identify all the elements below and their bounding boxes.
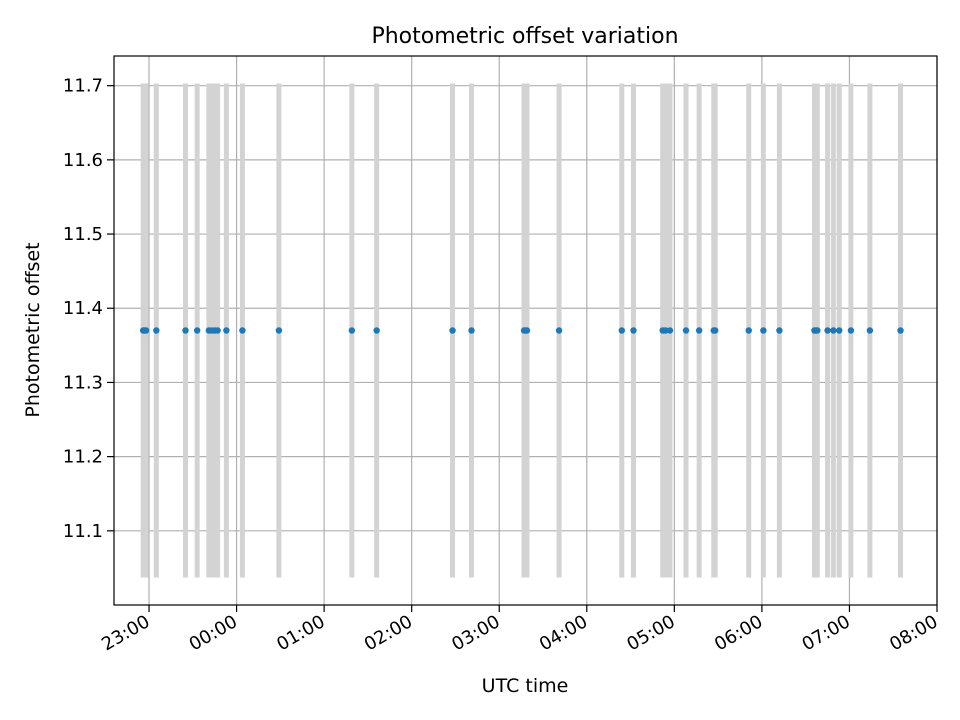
chart-title: Photometric offset variation: [371, 24, 678, 49]
data-point: [666, 327, 674, 334]
plot-frame: [113, 55, 938, 606]
data-point: [523, 327, 531, 334]
data-point: [214, 327, 221, 334]
data-point: [662, 327, 669, 334]
y-tick-label: 11.7: [63, 76, 103, 97]
data-point: [745, 327, 752, 334]
data-point: [760, 327, 767, 334]
data-point: [468, 327, 475, 334]
data-point: [239, 327, 246, 334]
data-point: [711, 327, 719, 334]
y-axis-ticks: 11.1 11.2 11.3 11.4 11.5 11.6 11.7: [63, 76, 114, 542]
y-tick-label: 11.5: [63, 224, 103, 245]
data-points: [139, 327, 904, 334]
data-point: [193, 327, 201, 334]
data-point: [824, 327, 831, 334]
data-point: [373, 327, 380, 334]
data-point: [695, 327, 703, 334]
data-point: [618, 327, 626, 334]
data-point: [223, 327, 230, 334]
data-point: [348, 327, 356, 334]
y-tick-label: 11.1: [63, 521, 103, 542]
y-tick-label: 11.6: [63, 150, 103, 171]
data-point: [836, 327, 843, 334]
data-point: [847, 327, 855, 334]
data-point: [897, 327, 904, 334]
y-tick-label: 11.3: [63, 372, 103, 393]
y-axis-label: Photometric offset: [22, 242, 44, 417]
data-point: [814, 327, 821, 334]
data-point: [182, 327, 189, 334]
data-point: [830, 327, 837, 334]
y-tick-label: 11.2: [63, 447, 103, 468]
data-point: [682, 327, 690, 334]
data-point: [866, 327, 874, 334]
data-point: [153, 327, 160, 334]
data-point: [142, 327, 150, 334]
data-point: [275, 327, 283, 334]
data-point: [630, 327, 637, 334]
y-tick-label: 11.4: [63, 298, 103, 319]
data-point: [555, 327, 563, 334]
data-point: [449, 327, 456, 334]
data-point: [776, 327, 783, 334]
x-axis-label: UTC time: [482, 675, 569, 697]
